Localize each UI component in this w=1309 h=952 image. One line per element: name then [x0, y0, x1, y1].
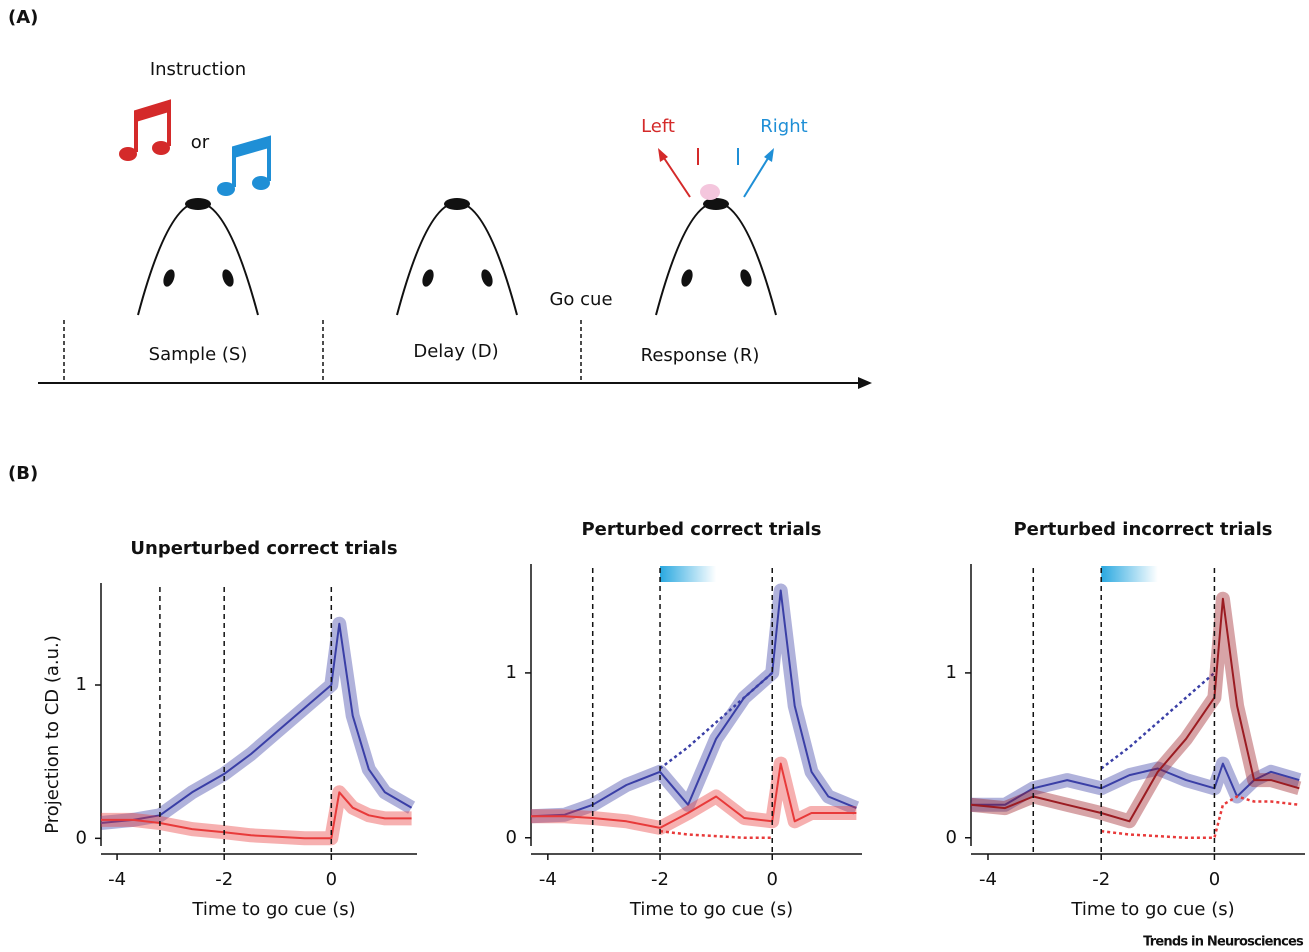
x-axis-label: Time to go cue (s)	[1070, 899, 1234, 920]
series-line	[971, 762, 1300, 806]
series-band	[100, 616, 416, 830]
panel-label: (A)	[8, 7, 38, 28]
epoch-label: Sample (S)	[149, 344, 248, 365]
x-tick-label: -4	[108, 869, 126, 890]
series-line	[970, 597, 1300, 823]
chart-title: Perturbed correct trials	[581, 519, 821, 540]
chart-title: Unperturbed correct trials	[130, 538, 397, 559]
x-tick-label: -4	[979, 869, 997, 890]
x-tick-label: -2	[215, 869, 233, 890]
right-label: Right	[760, 116, 807, 137]
series-line	[531, 762, 857, 829]
chart-title: Perturbed incorrect trials	[1013, 519, 1272, 540]
y-tick-label: 0	[946, 827, 957, 848]
go-cue-label: Go cue	[549, 289, 612, 310]
y-tick-label: 1	[946, 662, 957, 683]
x-tick-label: -4	[539, 869, 557, 890]
series-band	[101, 785, 412, 846]
series-line	[1101, 795, 1300, 840]
instruction-label: Instruction	[150, 59, 246, 80]
epoch-label: Delay (D)	[413, 341, 498, 362]
series-line	[100, 622, 413, 824]
y-tick-label: 1	[506, 662, 517, 683]
x-tick-label: -2	[1092, 869, 1110, 890]
series-line	[1100, 671, 1216, 770]
credit: Trends in Neurosciences	[1143, 935, 1304, 950]
stimulus-bar	[1101, 566, 1158, 582]
y-tick-label: 0	[76, 827, 87, 848]
series-band	[530, 583, 860, 824]
y-tick-label: 1	[76, 674, 87, 695]
series-line	[659, 671, 774, 770]
panel-label: (B)	[8, 463, 38, 484]
stimulus-bar	[660, 566, 717, 582]
x-tick-label: -2	[651, 869, 669, 890]
task-diagram	[38, 99, 872, 389]
x-tick-label: 0	[1209, 869, 1220, 890]
y-axis-label: Projection to CD (a.u.)	[42, 635, 63, 834]
left-label: Left	[641, 116, 675, 137]
x-axis-label: Time to go cue (s)	[629, 899, 793, 920]
x-tick-label: 0	[767, 869, 778, 890]
series-line	[101, 791, 412, 840]
series-line	[530, 589, 857, 818]
x-axis-label: Time to go cue (s)	[191, 899, 355, 920]
series-line	[659, 829, 773, 840]
or-label: or	[191, 132, 210, 153]
y-tick-label: 0	[506, 827, 517, 848]
epoch-label: Response (R)	[641, 345, 760, 366]
x-tick-label: 0	[326, 869, 337, 890]
